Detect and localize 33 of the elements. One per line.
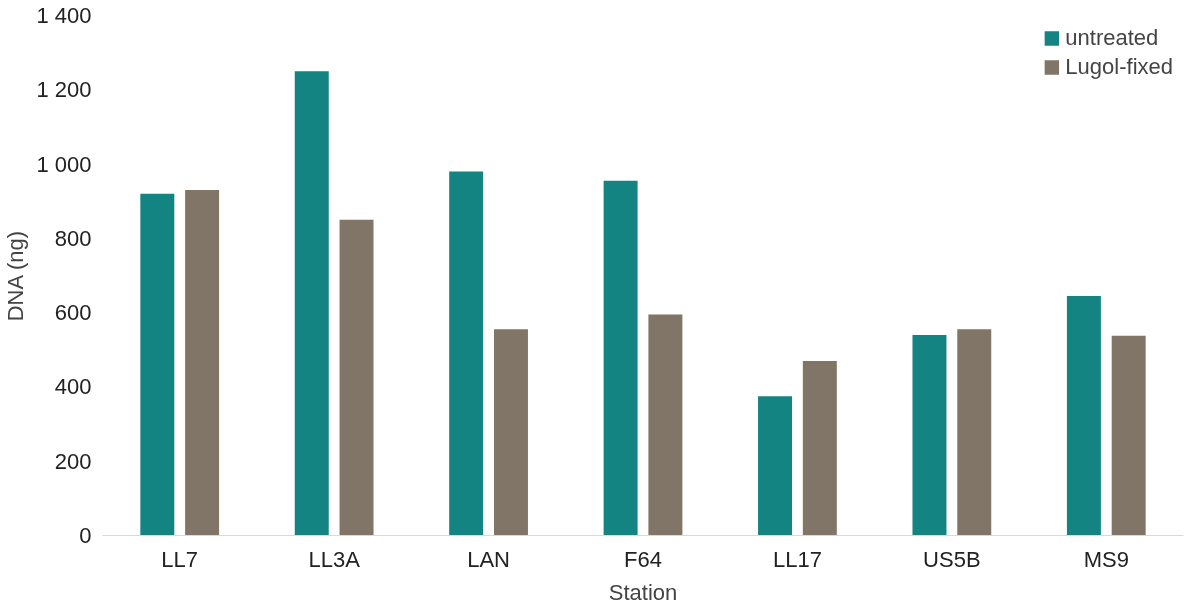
- y-tick-label: 800: [54, 225, 92, 251]
- x-tick-label: LAN: [467, 546, 510, 572]
- y-tick-label: 600: [54, 300, 92, 326]
- x-tick-label: US5B: [923, 546, 981, 572]
- x-axis-title: Station: [608, 579, 678, 605]
- bar: [912, 334, 947, 536]
- x-tick-label: LL17: [772, 546, 822, 572]
- x-tick-label: LL3A: [308, 546, 361, 572]
- bar: [185, 190, 220, 536]
- y-axis-title: DNA (ng): [3, 230, 29, 322]
- y-tick-label: 200: [54, 448, 92, 474]
- legend-label: Lugol-fixed: [1065, 54, 1173, 80]
- bar: [648, 314, 683, 536]
- bar: [1111, 335, 1146, 536]
- bar: [957, 329, 992, 536]
- bar: [339, 219, 374, 536]
- y-tick-label: 1 200: [36, 77, 92, 103]
- y-tick-label: 1 400: [36, 3, 92, 28]
- bar: [140, 193, 175, 536]
- y-tick-label: 400: [54, 374, 92, 400]
- x-tick-label: LL7: [161, 546, 199, 572]
- legend-label: untreated: [1065, 25, 1159, 51]
- bar: [449, 171, 484, 536]
- y-tick-label: 1 000: [36, 151, 92, 177]
- x-tick-label: F64: [624, 546, 662, 572]
- bar: [493, 329, 528, 536]
- y-tick-label: 0: [79, 523, 92, 548]
- bar: [294, 71, 329, 536]
- bar: [758, 396, 793, 536]
- bar: [1066, 295, 1101, 536]
- bar: [802, 360, 837, 536]
- x-tick-label: MS9: [1083, 546, 1129, 572]
- bar: [603, 180, 638, 536]
